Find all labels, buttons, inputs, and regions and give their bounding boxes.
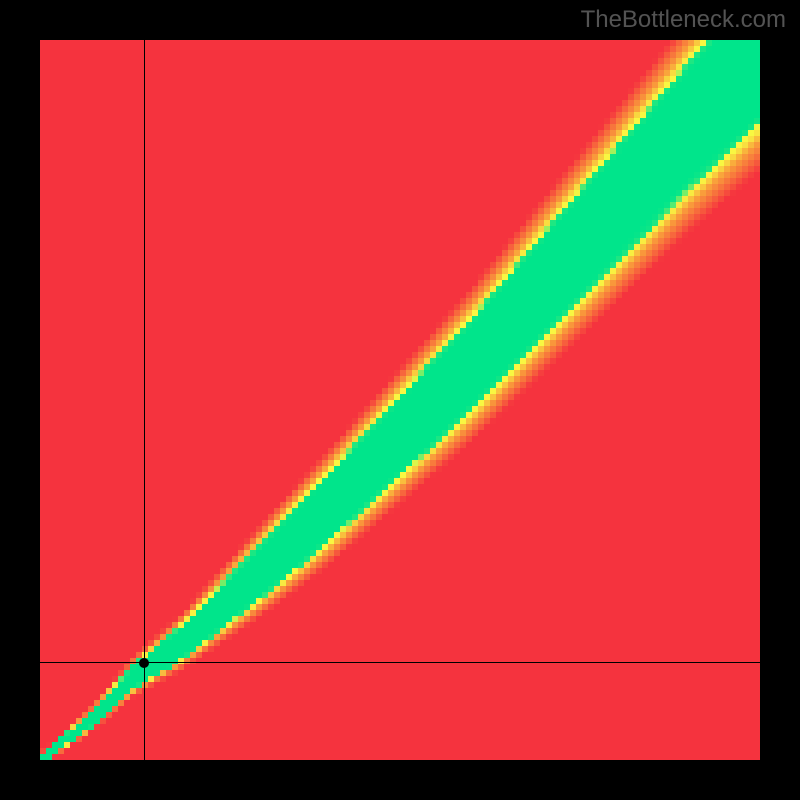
- crosshair-vertical: [144, 40, 145, 760]
- watermark-text: TheBottleneck.com: [581, 6, 786, 34]
- page-root: TheBottleneck.com: [0, 0, 800, 800]
- heatmap-canvas: [40, 40, 760, 760]
- intersection-marker: [139, 658, 149, 668]
- heatmap-plot-area: [40, 40, 760, 760]
